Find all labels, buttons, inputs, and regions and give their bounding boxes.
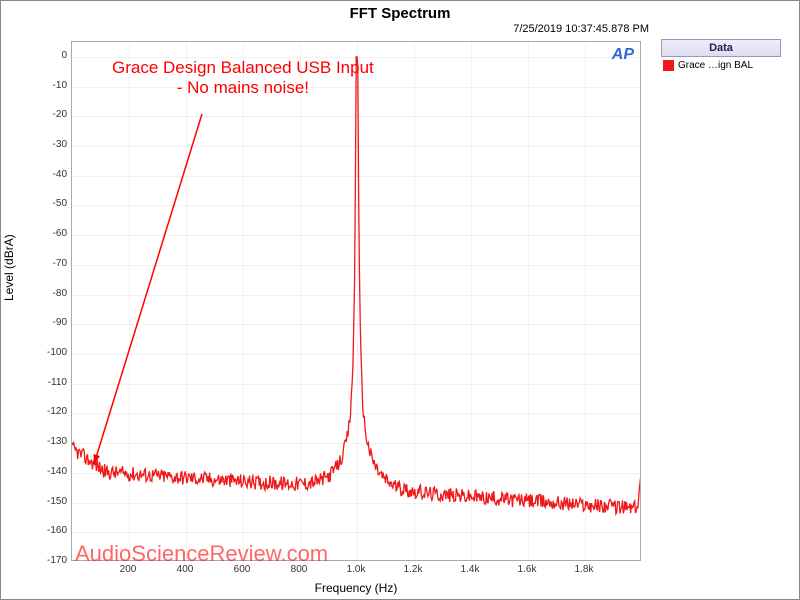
y-tick: -170 [35, 555, 67, 566]
y-tick: -80 [35, 288, 67, 299]
watermark: AudioScienceReview.com [75, 541, 328, 567]
x-tick: 1.6k [512, 564, 542, 575]
x-tick: 1.2k [398, 564, 428, 575]
legend-label: Grace …ign BAL [678, 60, 753, 71]
y-tick: -70 [35, 258, 67, 269]
y-tick: -160 [35, 525, 67, 536]
ap-logo: AP [612, 46, 634, 64]
y-tick: -30 [35, 139, 67, 150]
legend-header: Data [661, 39, 781, 57]
y-tick: -110 [35, 377, 67, 388]
y-tick: 0 [35, 50, 67, 61]
y-tick: -10 [35, 80, 67, 91]
y-tick: -140 [35, 466, 67, 477]
y-tick: -130 [35, 436, 67, 447]
chart-title: FFT Spectrum [1, 5, 799, 22]
legend-swatch [663, 60, 674, 71]
y-tick: -150 [35, 496, 67, 507]
legend: Data Grace …ign BAL [661, 39, 781, 74]
timestamp: 7/25/2019 10:37:45.878 PM [513, 23, 649, 35]
y-tick: -40 [35, 169, 67, 180]
y-tick: -90 [35, 317, 67, 328]
plot-area: AP Grace Design Balanced USB Input - No … [71, 41, 641, 561]
x-tick: 1.4k [455, 564, 485, 575]
x-axis-label: Frequency (Hz) [71, 581, 641, 595]
y-tick: -120 [35, 406, 67, 417]
x-tick: 1.8k [569, 564, 599, 575]
y-tick: -100 [35, 347, 67, 358]
y-tick: -50 [35, 198, 67, 209]
y-tick: -60 [35, 228, 67, 239]
y-tick: -20 [35, 109, 67, 120]
x-tick: 1.0k [341, 564, 371, 575]
legend-item: Grace …ign BAL [661, 57, 781, 74]
